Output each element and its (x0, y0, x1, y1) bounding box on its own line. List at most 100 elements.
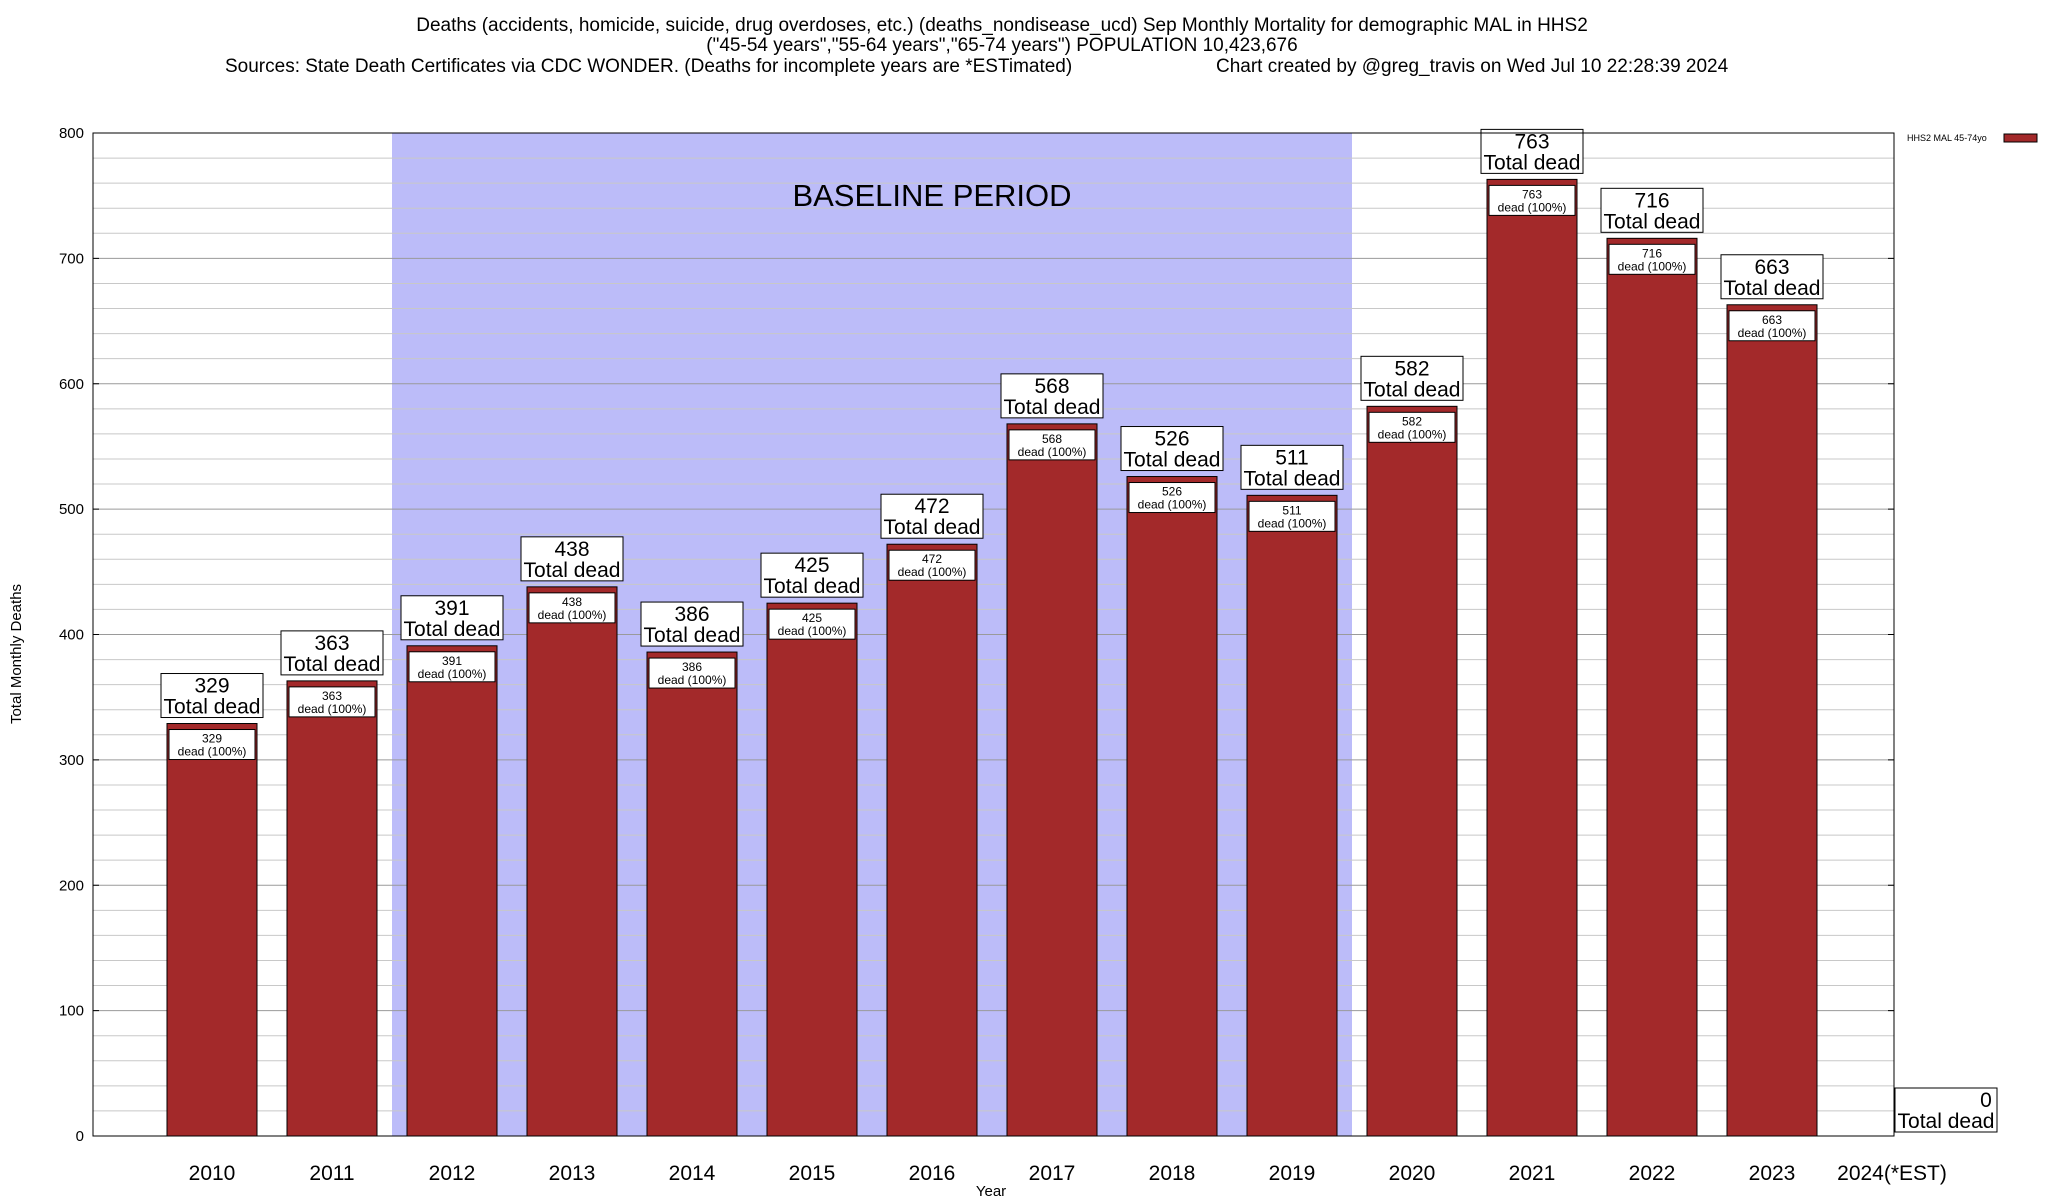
inner-label-text: dead (100%) (1138, 498, 1207, 512)
inner-label-box (1128, 482, 1216, 514)
top-label-text: Total dead (644, 624, 741, 647)
inner-label-box (1728, 310, 1816, 342)
baseline-label: BASELINE PERIOD (792, 178, 1071, 213)
inner-label-value: 386 (682, 660, 702, 674)
top-label-text: Total dead (1898, 1110, 1995, 1133)
y-tick-label: 300 (59, 752, 84, 769)
inner-label-text: dead (100%) (778, 624, 847, 638)
top-label-value: 425 (794, 554, 829, 577)
bar (406, 645, 498, 1137)
x-tick-label: 2011 (309, 1162, 354, 1185)
inner-label-box (1608, 243, 1696, 275)
bar (1726, 304, 1818, 1137)
title-line-3: Sources: State Death Certificates via CD… (225, 56, 1072, 77)
bar (766, 602, 858, 1137)
x-tick-label: 2014 (669, 1162, 716, 1185)
inner-label-box (648, 657, 736, 689)
inner-label-text: dead (100%) (418, 667, 487, 681)
top-label-box (1480, 128, 1584, 174)
top-label-value: 663 (1754, 256, 1789, 279)
bar (1006, 423, 1098, 1137)
top-label-value: 391 (434, 597, 469, 620)
top-label-value: 472 (914, 495, 949, 518)
x-tick-label: 2016 (909, 1162, 956, 1185)
title-line-1: Deaths (accidents, homicide, suicide, dr… (416, 15, 1588, 36)
top-label-value: 386 (674, 603, 709, 626)
top-label-box (880, 493, 984, 539)
bar (646, 651, 738, 1137)
inner-label-text: dead (100%) (538, 608, 607, 622)
bar (286, 680, 378, 1137)
y-tick-label: 0 (76, 1128, 84, 1145)
inner-label-value: 363 (322, 689, 342, 703)
inner-label-text: dead (100%) (1498, 200, 1567, 214)
top-label-box (520, 536, 624, 582)
top-label-box (1894, 1087, 1998, 1133)
bar (886, 543, 978, 1137)
x-tick-label: 2024(*EST) (1837, 1162, 1947, 1185)
x-tick-label: 2019 (1269, 1162, 1316, 1185)
y-tick-label: 500 (59, 501, 84, 518)
inner-label-text: dead (100%) (1018, 445, 1087, 459)
inner-label-box (1008, 429, 1096, 461)
inner-label-value: 511 (1282, 503, 1301, 517)
top-label-value: 511 (1275, 446, 1308, 469)
y-tick-label: 400 (59, 627, 84, 644)
inner-label-value: 582 (1402, 414, 1422, 428)
x-tick-label: 2020 (1389, 1162, 1436, 1185)
top-label-box (280, 630, 384, 676)
top-label-box (160, 673, 264, 719)
title-line-4: Chart created by @greg_travis on Wed Jul… (1216, 56, 1729, 77)
top-label-box (1600, 187, 1704, 233)
top-label-value: 363 (314, 632, 349, 655)
bar (1246, 494, 1338, 1137)
inner-label-text: dead (100%) (1618, 259, 1687, 273)
axes: 0 100 200 300 400 500 600 700 800 2010 2011 2012 201… (59, 125, 1947, 1185)
inner-label-box (288, 686, 376, 718)
x-tick-label: 2023 (1749, 1162, 1796, 1185)
title-line-2: ("45-54 years","55-64 years","65-74 year… (706, 35, 1297, 56)
inner-label-value: 425 (802, 611, 822, 625)
top-label-value: 438 (554, 538, 589, 561)
inner-label-text: dead (100%) (658, 673, 727, 687)
top-label-value: 716 (1634, 189, 1669, 212)
top-label-box (640, 601, 744, 647)
x-tick-label: 2018 (1149, 1162, 1196, 1185)
top-label-text: Total dead (1724, 277, 1821, 300)
bar (1606, 237, 1698, 1137)
legend: HHS2 MAL 45-74yo (1907, 133, 2038, 143)
inner-label-text: dead (100%) (298, 702, 367, 716)
top-label-box (1120, 426, 1224, 472)
y-tick-label: 200 (59, 877, 84, 894)
top-label-box (760, 552, 864, 598)
x-tick-label: 2021 (1509, 1162, 1556, 1185)
chart-title: Deaths (accidents, homicide, suicide, dr… (225, 15, 1729, 77)
legend-label: HHS2 MAL 45-74yo (1907, 133, 1987, 143)
y-tick-label: 600 (59, 376, 84, 393)
top-label-box (1000, 373, 1104, 419)
inner-label-box (408, 651, 496, 683)
inner-label-value: 472 (922, 552, 942, 566)
bar (1486, 178, 1578, 1137)
inner-label-text: dead (100%) (1738, 326, 1807, 340)
inner-label-box (168, 729, 256, 761)
inner-label-value: 329 (202, 732, 222, 746)
